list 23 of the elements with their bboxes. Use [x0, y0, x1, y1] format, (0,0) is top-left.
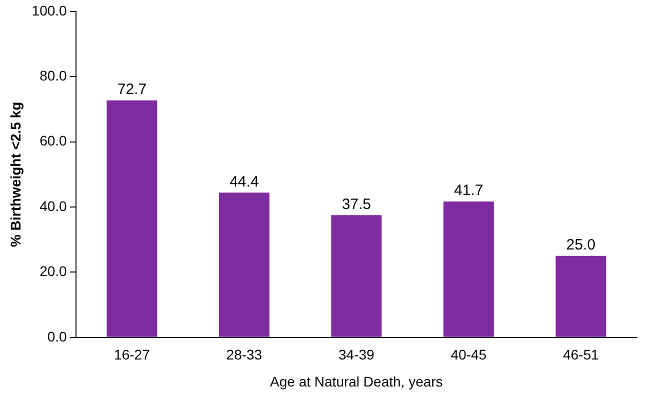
- x-tick-label: 28-33: [226, 346, 262, 363]
- x-tick-label: 46-51: [562, 346, 599, 363]
- bar: [556, 256, 606, 337]
- bar: [443, 201, 494, 337]
- bar: [106, 100, 158, 337]
- data-label: 72.7: [117, 81, 147, 98]
- y-tick-label: 40.0: [40, 198, 68, 214]
- x-axis-title: Age at Natural Death, years: [270, 373, 443, 390]
- y-tick-label: 60.0: [40, 132, 68, 149]
- data-label: 44.4: [230, 173, 259, 190]
- data-label: 41.7: [454, 182, 484, 200]
- x-tick-label: 16-27: [114, 346, 150, 363]
- bar: [331, 215, 382, 337]
- y-axis-title: % Birthweight <2.5 kg: [7, 102, 24, 247]
- y-tick-label: 100.0: [32, 2, 68, 18]
- bar: [218, 192, 270, 337]
- x-tick-label: 40-45: [450, 346, 487, 363]
- x-tick-label: 34-39: [338, 346, 375, 363]
- data-label: 37.5: [342, 196, 372, 213]
- data-label: 25.0: [566, 236, 596, 254]
- y-tick-label: 0.0: [47, 328, 68, 344]
- y-tick-label: 80.0: [40, 67, 68, 84]
- y-tick-label: 20.0: [40, 263, 68, 280]
